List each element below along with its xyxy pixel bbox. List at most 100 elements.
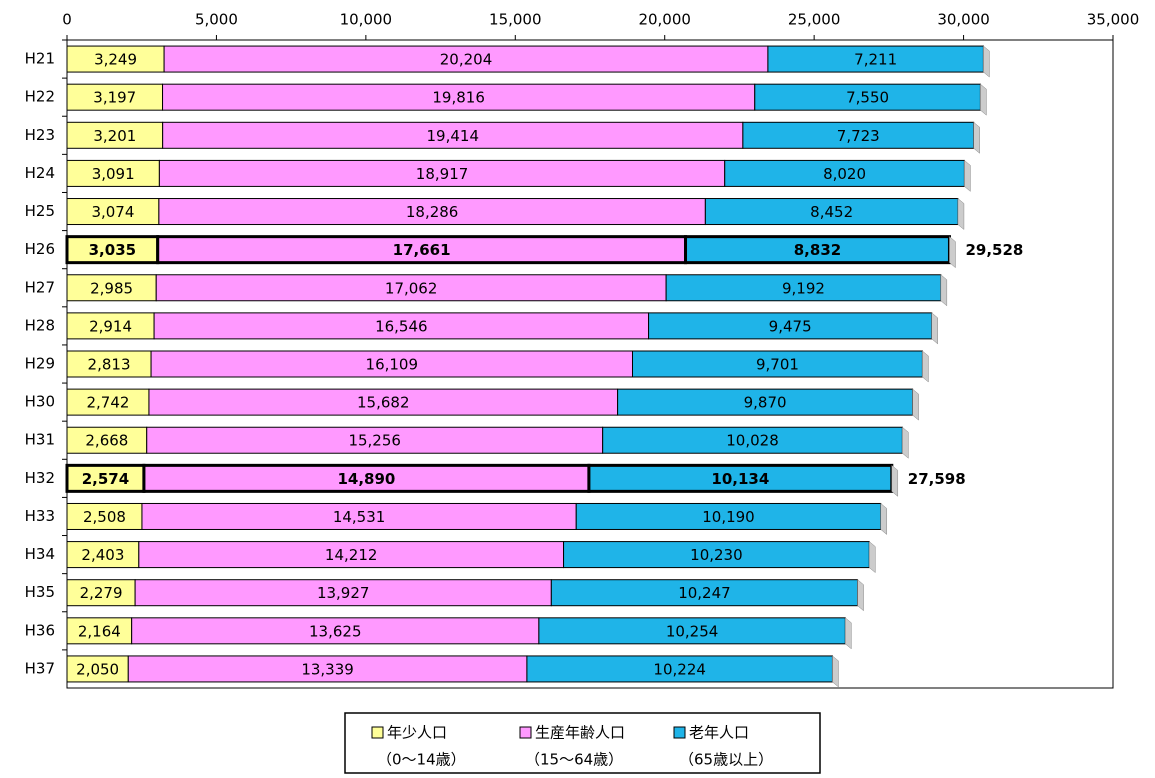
bar-segment — [66, 502, 143, 530]
bar-segment — [141, 502, 577, 530]
x-tick-label: 0 — [62, 11, 72, 29]
value-label: 7,211 — [854, 51, 897, 69]
value-label: 8,020 — [823, 165, 866, 183]
y-tick-label: H21 — [25, 50, 55, 68]
x-tick-label: 35,000 — [1087, 11, 1140, 29]
bar-segment — [163, 45, 769, 73]
value-label: 13,625 — [309, 622, 362, 640]
value-label: 9,870 — [744, 394, 787, 412]
value-label: 2,508 — [83, 508, 126, 526]
bar-segment — [538, 617, 846, 645]
bar-shadow — [931, 312, 938, 345]
value-label: 2,574 — [82, 470, 129, 488]
bar-segment — [158, 198, 706, 226]
y-tick-label: H25 — [25, 202, 55, 220]
value-label: 9,475 — [769, 317, 812, 335]
value-label: 3,035 — [89, 241, 136, 259]
bar-segment — [742, 121, 975, 149]
bar-shadow — [869, 541, 876, 574]
y-tick-label: H35 — [25, 583, 55, 601]
bar-segment — [66, 541, 140, 569]
value-label: 10,247 — [678, 584, 731, 602]
value-label: 10,230 — [690, 546, 743, 564]
value-label: 14,212 — [325, 546, 378, 564]
bar-shadow — [973, 121, 980, 154]
value-label: 18,286 — [406, 203, 459, 221]
legend-swatch — [371, 726, 384, 739]
bar-segment — [66, 274, 157, 302]
value-label: 8,452 — [810, 203, 853, 221]
bar-segment — [66, 617, 133, 645]
y-tick-label: H26 — [25, 240, 55, 258]
bar-shadow — [940, 274, 948, 307]
value-label: 8,832 — [794, 241, 841, 259]
y-tick-label: H28 — [25, 316, 55, 334]
legend-label: 老年人口 — [689, 724, 749, 742]
x-tick-label: 15,000 — [489, 11, 542, 29]
bar-segment — [134, 579, 552, 607]
x-tick-label: 25,000 — [788, 11, 841, 29]
value-label: 3,074 — [91, 203, 134, 221]
value-label: 2,742 — [86, 394, 129, 412]
x-tick-label: 20,000 — [638, 11, 691, 29]
bar-shadow — [980, 83, 987, 116]
bar-segment — [146, 426, 604, 454]
bar-segment — [156, 235, 688, 265]
bar-shadow — [922, 350, 929, 383]
legend-label: 年少人口 — [387, 724, 447, 742]
bar-shadow — [832, 655, 839, 688]
total-label: 29,528 — [965, 241, 1023, 259]
value-label: 15,682 — [357, 394, 410, 412]
bar-shadow — [845, 617, 852, 650]
bar-segment — [153, 312, 650, 340]
value-label: 17,062 — [385, 279, 438, 297]
value-label: 2,668 — [85, 432, 128, 450]
y-tick-label: H37 — [25, 659, 55, 677]
bar-segment — [155, 274, 667, 302]
bar-segment — [526, 655, 833, 683]
value-label: 3,091 — [92, 165, 135, 183]
x-tick-label: 30,000 — [937, 11, 990, 29]
bar-shadow — [912, 388, 919, 421]
value-label: 13,927 — [317, 584, 370, 602]
value-label: 9,701 — [756, 356, 799, 374]
bar-segment — [684, 235, 951, 265]
value-label: 2,050 — [76, 660, 119, 678]
value-label: 14,531 — [333, 508, 386, 526]
y-tick-label: H23 — [25, 126, 55, 144]
y-tick-label: H36 — [25, 621, 55, 639]
bar-segment — [66, 121, 164, 149]
y-tick-label: H34 — [25, 545, 55, 563]
value-label: 2,164 — [78, 622, 121, 640]
value-label: 15,256 — [348, 432, 401, 450]
bar-segment — [602, 426, 903, 454]
bar-shadow — [902, 426, 909, 459]
value-label: 3,201 — [93, 127, 136, 145]
bar-segment — [150, 350, 633, 378]
bar-segment — [587, 463, 894, 493]
value-label: 16,109 — [366, 356, 419, 374]
legend-sublabel: （65歳以上） — [679, 751, 773, 769]
total-label: 27,598 — [908, 470, 966, 488]
value-label: 10,190 — [702, 508, 755, 526]
value-label: 20,204 — [440, 51, 493, 69]
legend-sublabel: （0〜14歳） — [377, 751, 466, 769]
x-tick-label: 5,000 — [195, 11, 238, 29]
value-label: 17,661 — [393, 241, 451, 259]
value-label: 9,192 — [782, 279, 825, 297]
bar-segment — [550, 579, 859, 607]
y-tick-label: H30 — [25, 393, 55, 411]
bar-segment — [138, 541, 565, 569]
value-label: 10,224 — [653, 660, 706, 678]
bar-shadow — [983, 45, 990, 78]
bar-segment — [66, 83, 164, 111]
bar-segment — [158, 159, 726, 187]
bar-shadow — [957, 197, 965, 231]
value-label: 2,813 — [88, 356, 131, 374]
bar-segment — [66, 388, 150, 416]
legend-swatch — [519, 726, 532, 739]
value-label: 16,546 — [375, 317, 428, 335]
y-tick-label: H24 — [25, 164, 55, 182]
bar-segment — [66, 312, 155, 340]
